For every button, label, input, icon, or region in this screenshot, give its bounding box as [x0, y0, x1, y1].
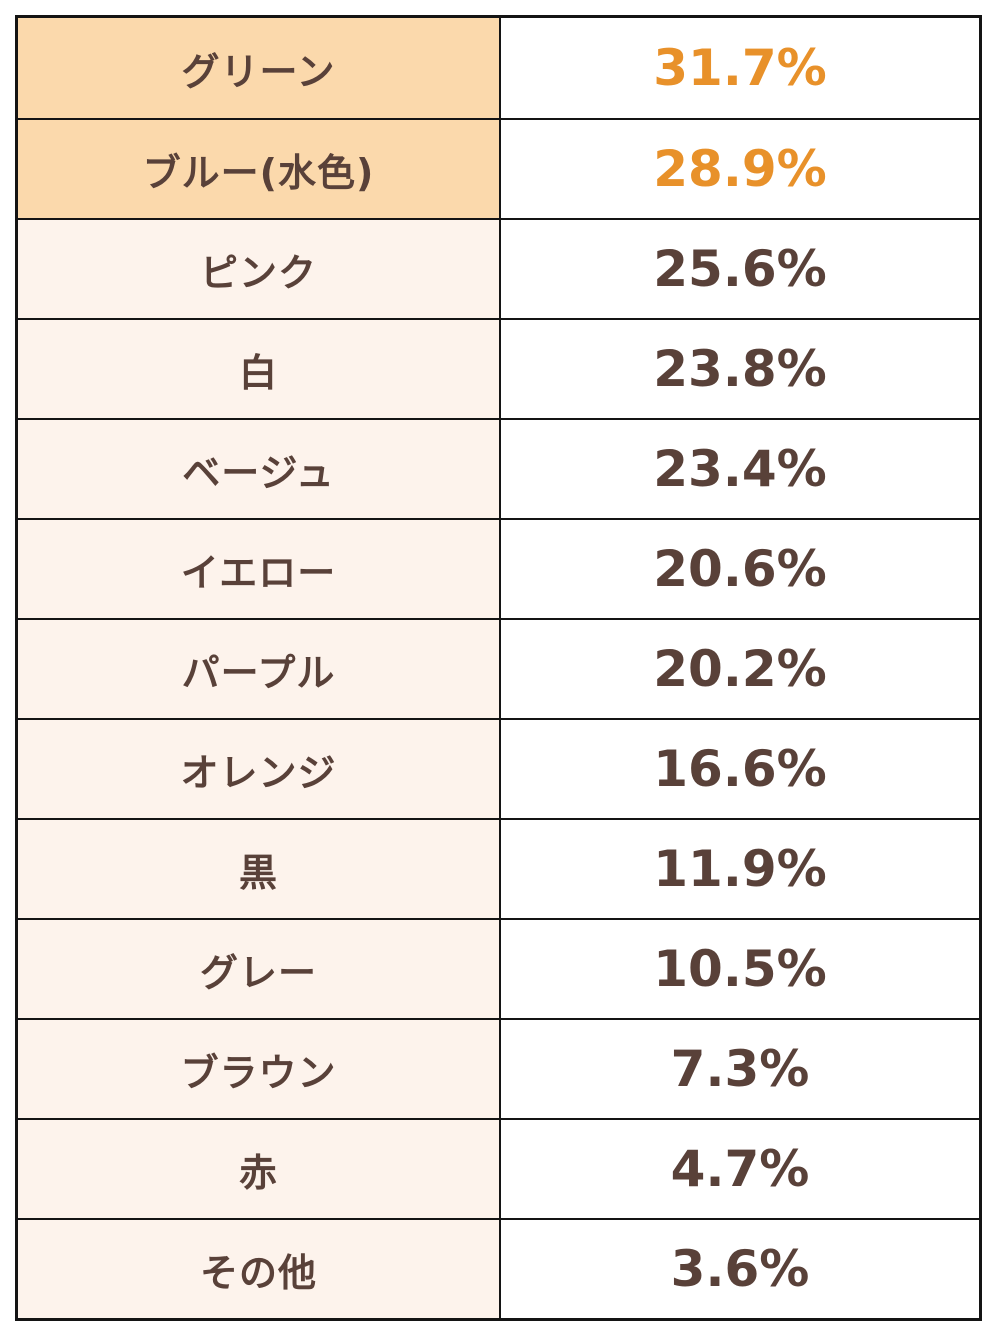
table-row: ブルー(水色) 28.9%: [18, 118, 979, 218]
row-label: グリーン: [18, 18, 501, 118]
color-ranking-table: グリーン 31.7% ブルー(水色) 28.9% ピンク 25.6% 白 23.…: [15, 15, 982, 1321]
row-value: 20.6%: [501, 520, 979, 618]
table-row: グレー 10.5%: [18, 918, 979, 1018]
row-label: ベージュ: [18, 420, 501, 518]
row-label: ピンク: [18, 220, 501, 318]
row-value: 16.6%: [501, 720, 979, 818]
row-value: 31.7%: [501, 18, 979, 118]
table-row: パープル 20.2%: [18, 618, 979, 718]
row-label: グレー: [18, 920, 501, 1018]
row-value: 28.9%: [501, 120, 979, 218]
row-value: 10.5%: [501, 920, 979, 1018]
row-label: 赤: [18, 1120, 501, 1218]
row-value: 23.8%: [501, 320, 979, 418]
row-value: 4.7%: [501, 1120, 979, 1218]
row-label: オレンジ: [18, 720, 501, 818]
row-label: パープル: [18, 620, 501, 718]
row-value: 3.6%: [501, 1220, 979, 1318]
table-row: 白 23.8%: [18, 318, 979, 418]
row-label: ブラウン: [18, 1020, 501, 1118]
row-label: イエロー: [18, 520, 501, 618]
table-row: グリーン 31.7%: [18, 18, 979, 118]
row-value: 7.3%: [501, 1020, 979, 1118]
table-row: その他 3.6%: [18, 1218, 979, 1318]
table-row: イエロー 20.6%: [18, 518, 979, 618]
row-value: 20.2%: [501, 620, 979, 718]
table-row: ピンク 25.6%: [18, 218, 979, 318]
table-row: オレンジ 16.6%: [18, 718, 979, 818]
row-label: ブルー(水色): [18, 120, 501, 218]
row-value: 11.9%: [501, 820, 979, 918]
row-value: 23.4%: [501, 420, 979, 518]
row-label: その他: [18, 1220, 501, 1318]
table-row: 黒 11.9%: [18, 818, 979, 918]
row-label: 白: [18, 320, 501, 418]
row-value: 25.6%: [501, 220, 979, 318]
table-row: ブラウン 7.3%: [18, 1018, 979, 1118]
table-row: ベージュ 23.4%: [18, 418, 979, 518]
row-label: 黒: [18, 820, 501, 918]
table-row: 赤 4.7%: [18, 1118, 979, 1218]
